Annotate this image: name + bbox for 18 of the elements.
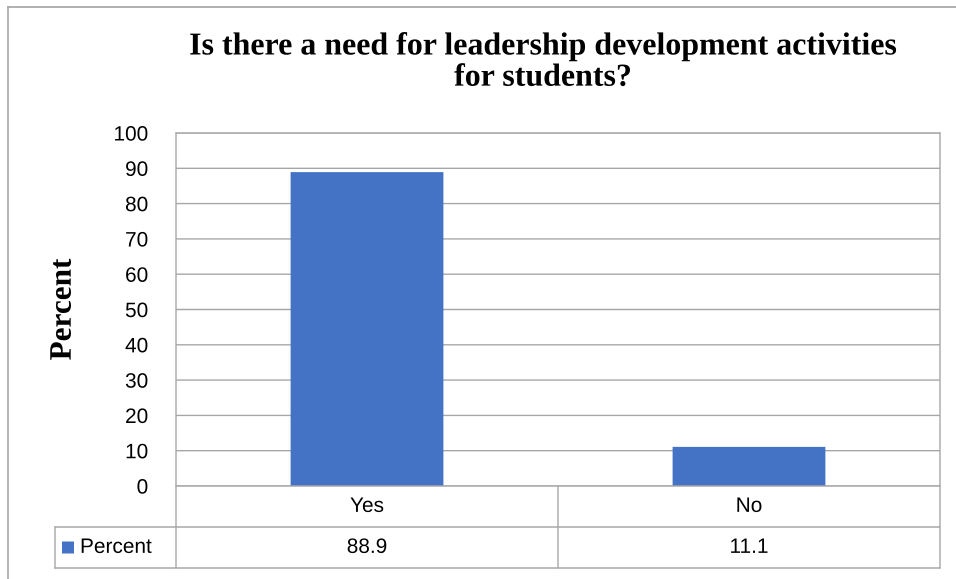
legend-label: Percent: [82, 538, 152, 554]
data-label: 11.1: [731, 538, 768, 553]
y-tick-label: 20: [126, 408, 148, 424]
y-tick-label: 90: [126, 161, 148, 176]
y-tick-label: 50: [126, 302, 148, 318]
chart-title: Is there a need for leadership development activities for students?: [190, 32, 896, 86]
y-tick-label: 10: [126, 444, 148, 458]
data-label: 88.9: [348, 538, 386, 554]
y-tick-label: 60: [126, 267, 148, 282]
x-tick-label: Yes: [350, 498, 384, 512]
x-tick-label: No: [737, 498, 762, 512]
y-tick-label: 70: [126, 232, 148, 247]
y-tick-label: 30: [126, 373, 148, 388]
y-tick-label: 100: [115, 126, 148, 141]
y-axis-title: Percent: [50, 258, 72, 360]
y-tick-label: 40: [126, 338, 148, 353]
y-tick-label: 0: [137, 479, 148, 494]
y-tick-label: 80: [126, 196, 148, 212]
